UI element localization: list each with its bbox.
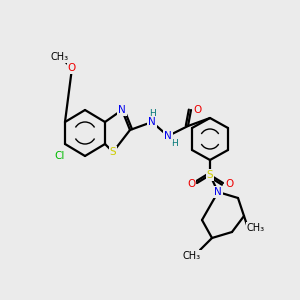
Text: O: O (68, 63, 76, 73)
Text: N: N (164, 131, 172, 141)
Text: S: S (207, 170, 213, 180)
Text: CH₃: CH₃ (51, 52, 69, 62)
Text: H: H (148, 110, 155, 118)
Text: O: O (187, 179, 195, 189)
Text: N: N (118, 105, 126, 115)
Text: S: S (110, 147, 116, 157)
Text: O: O (225, 179, 233, 189)
Text: N: N (214, 187, 222, 197)
Text: CH₃: CH₃ (247, 223, 265, 233)
Text: CH₃: CH₃ (183, 251, 201, 261)
Text: H: H (171, 140, 177, 148)
Text: Cl: Cl (55, 151, 65, 161)
Text: O: O (194, 105, 202, 115)
Text: N: N (148, 117, 156, 127)
